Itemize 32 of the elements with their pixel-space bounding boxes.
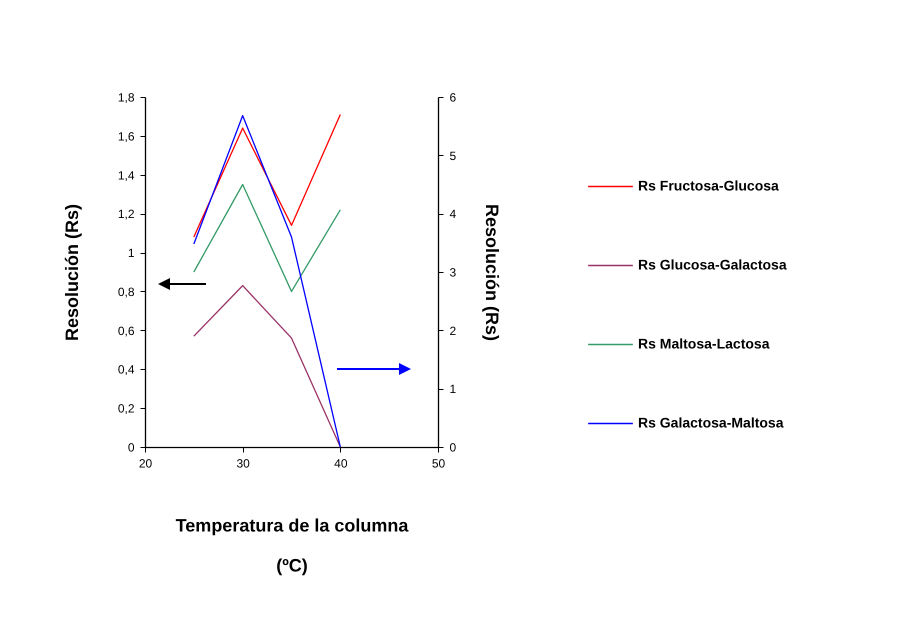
y-tick-label: 1 (128, 246, 135, 260)
x-tick-label: 50 (432, 456, 446, 470)
y-tick-label: 0,2 (118, 402, 135, 416)
y2-axis-title: Resolución (Rs) (482, 204, 502, 342)
x-tick-label: 40 (334, 456, 348, 470)
y-tick-label: 0 (128, 440, 135, 454)
line-series (193, 114, 341, 238)
y2-tick-label: 5 (450, 148, 456, 163)
y2-tick-label: 0 (450, 440, 456, 454)
y2-tick-label: 1 (450, 382, 456, 396)
y2-tick-label: 4 (450, 207, 456, 222)
y-tick-label: 1,4 (118, 168, 135, 182)
legend-label: Rs Galactosa-Maltosa (638, 414, 784, 430)
y-axis-title: Resolución (Rs) (62, 204, 82, 342)
y2-tick-label: 3 (450, 266, 456, 280)
legend-label: Rs Glucosa-Galactosa (638, 256, 787, 272)
x-tick-label: 20 (138, 456, 152, 470)
y-tick-label: 0,8 (118, 284, 135, 299)
line-series (193, 184, 341, 292)
y-tick-label: 0,6 (118, 324, 135, 338)
y2-tick-label: 6 (450, 90, 456, 104)
y2-tick-label: 2 (450, 324, 456, 338)
y-tick-label: 1,2 (118, 207, 135, 222)
legend-label: Rs Maltosa-Lactosa (638, 336, 770, 352)
y-tick-label: 1,8 (118, 90, 135, 104)
legend-label: Rs Fructosa-Glucosa (638, 178, 780, 194)
line-series (193, 284, 341, 448)
line-series (193, 115, 341, 448)
y-tick-label: 0,4 (118, 362, 135, 377)
x-tick-label: 30 (236, 456, 250, 470)
x-axis-title: Temperatura de la columna (ºC) (176, 516, 410, 576)
y-tick-label: 1,6 (118, 129, 135, 144)
